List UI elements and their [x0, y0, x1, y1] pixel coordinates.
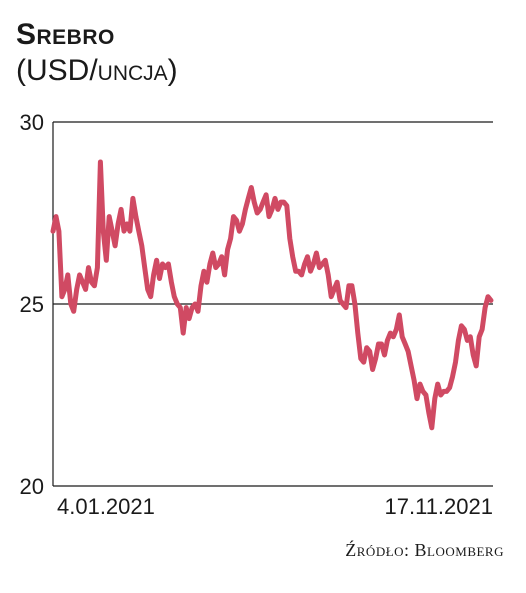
- series-layer: [50, 159, 494, 431]
- source-note: Źródło: Bloomberg: [345, 540, 504, 560]
- tick-labels: 30 25 20 4.01.2021 17.11.2021: [20, 110, 493, 519]
- x-tick-label-start: 4.01.2021: [57, 494, 155, 519]
- series-line-silver: [50, 159, 494, 431]
- axes: [52, 122, 493, 487]
- y-tick-label-30: 30: [20, 110, 44, 135]
- chart-subtitle: (USD/uncja): [16, 54, 178, 87]
- gridlines: [53, 121, 493, 305]
- chart-title: Srebro: [16, 18, 115, 51]
- y-tick-label-20: 20: [20, 474, 44, 499]
- y-tick-label-25: 25: [20, 292, 44, 317]
- x-tick-label-end: 17.11.2021: [385, 494, 493, 519]
